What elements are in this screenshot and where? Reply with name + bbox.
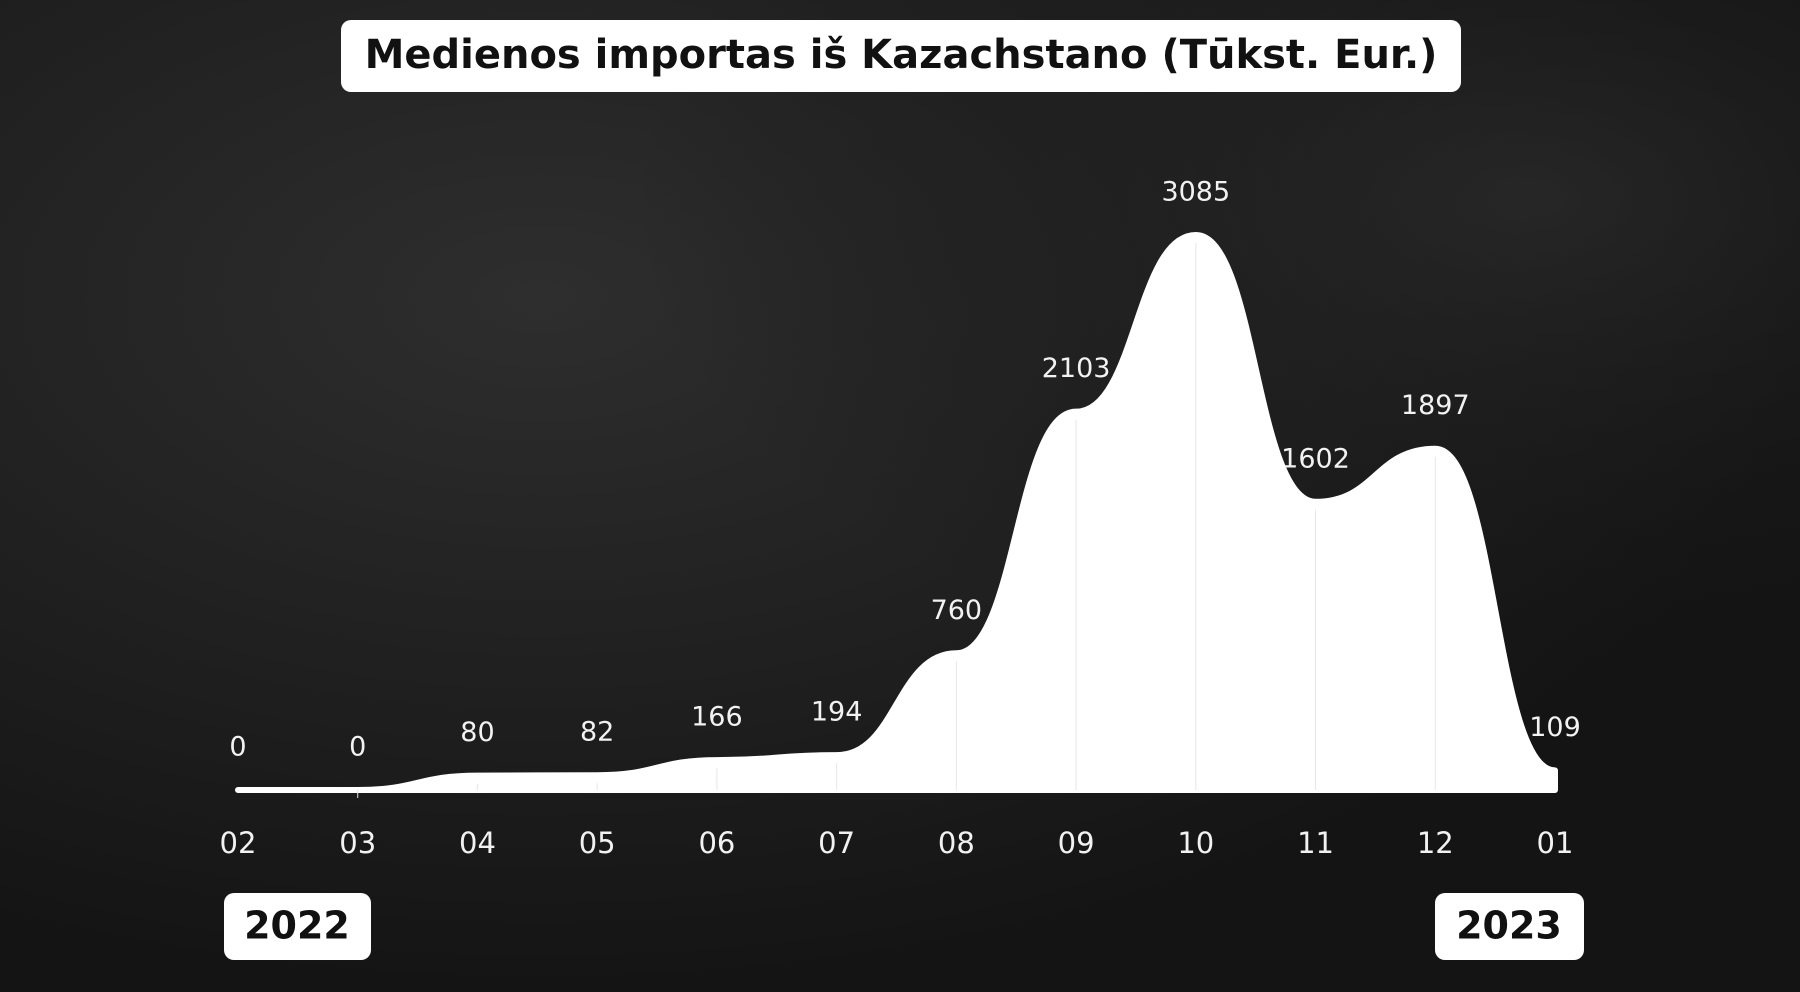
value-label: 2103: [1042, 353, 1111, 384]
year-box: [224, 893, 371, 960]
x-tick-label: 01: [1537, 826, 1574, 860]
x-tick-label: 11: [1297, 826, 1334, 860]
x-tick-label: 03: [339, 826, 376, 860]
x-tick-label: 12: [1417, 826, 1454, 860]
value-label: 0: [349, 732, 366, 763]
x-tick-label: 02: [220, 826, 257, 860]
x-tick-label: 07: [818, 826, 855, 860]
value-label: 3085: [1161, 177, 1230, 208]
year-label: 2023: [1456, 904, 1562, 948]
x-tick-label: 05: [579, 826, 616, 860]
title-box: [341, 20, 1461, 92]
year-label: 2022: [244, 904, 350, 948]
value-label: 0: [229, 732, 246, 763]
year-box: [1435, 893, 1584, 960]
x-tick-label: 06: [698, 826, 735, 860]
chart-title: Medienos importas iš Kazachstano (Tūkst.…: [365, 32, 1438, 78]
value-label: 109: [1529, 712, 1581, 743]
x-tick-label: 08: [938, 826, 975, 860]
area: [235, 232, 1558, 793]
value-label: 82: [580, 717, 614, 748]
value-label: 1602: [1281, 443, 1350, 474]
x-tick-label: 09: [1058, 826, 1095, 860]
value-label: 80: [460, 717, 494, 748]
value-label: 760: [931, 595, 983, 626]
x-tick-label: 04: [459, 826, 496, 860]
value-label: 1897: [1401, 390, 1470, 421]
value-label: 194: [811, 697, 863, 728]
x-tick-label: 10: [1177, 826, 1214, 860]
value-label: 166: [691, 702, 743, 733]
